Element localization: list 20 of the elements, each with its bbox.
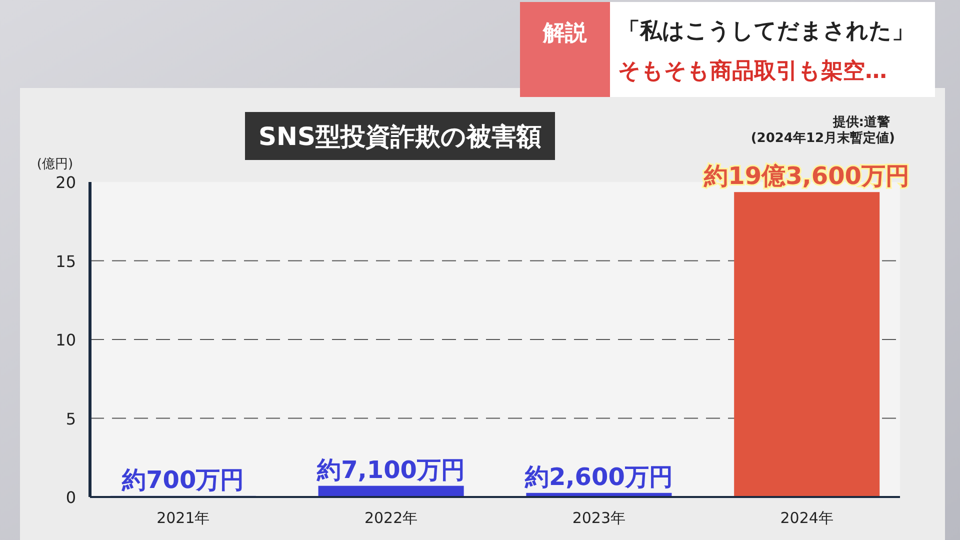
- text: そもそも商品取引も架空…: [618, 58, 887, 84]
- x-tick-label: 2024年: [780, 509, 834, 527]
- x-tick-label: 2022年: [364, 509, 418, 527]
- data-label: 約7,100万円: [316, 456, 466, 484]
- y-tick-label: 0: [66, 488, 76, 507]
- x-tick-label: 2021年: [156, 509, 210, 527]
- text: 「私はこうしてだまされた」: [618, 19, 914, 44]
- y-tick-label: 10: [56, 330, 76, 350]
- data-label: 約19億3,600万円: [703, 162, 910, 190]
- y-tick-label: 15: [56, 252, 76, 271]
- x-tick-label: 2023年: [572, 509, 626, 527]
- text: 提供:道警: [832, 115, 890, 130]
- y-tick-label: 20: [56, 173, 76, 192]
- y-tick-label: 5: [66, 409, 76, 428]
- text: 解説: [542, 21, 588, 46]
- chart-title: SNS型投資詐欺の被害額: [258, 122, 542, 151]
- y-axis-title: (億円): [36, 157, 74, 172]
- data-label: 約2,600万円: [524, 462, 673, 491]
- data-label: 約700万円: [121, 466, 244, 494]
- text: (2024年12月末暫定値): [750, 130, 895, 146]
